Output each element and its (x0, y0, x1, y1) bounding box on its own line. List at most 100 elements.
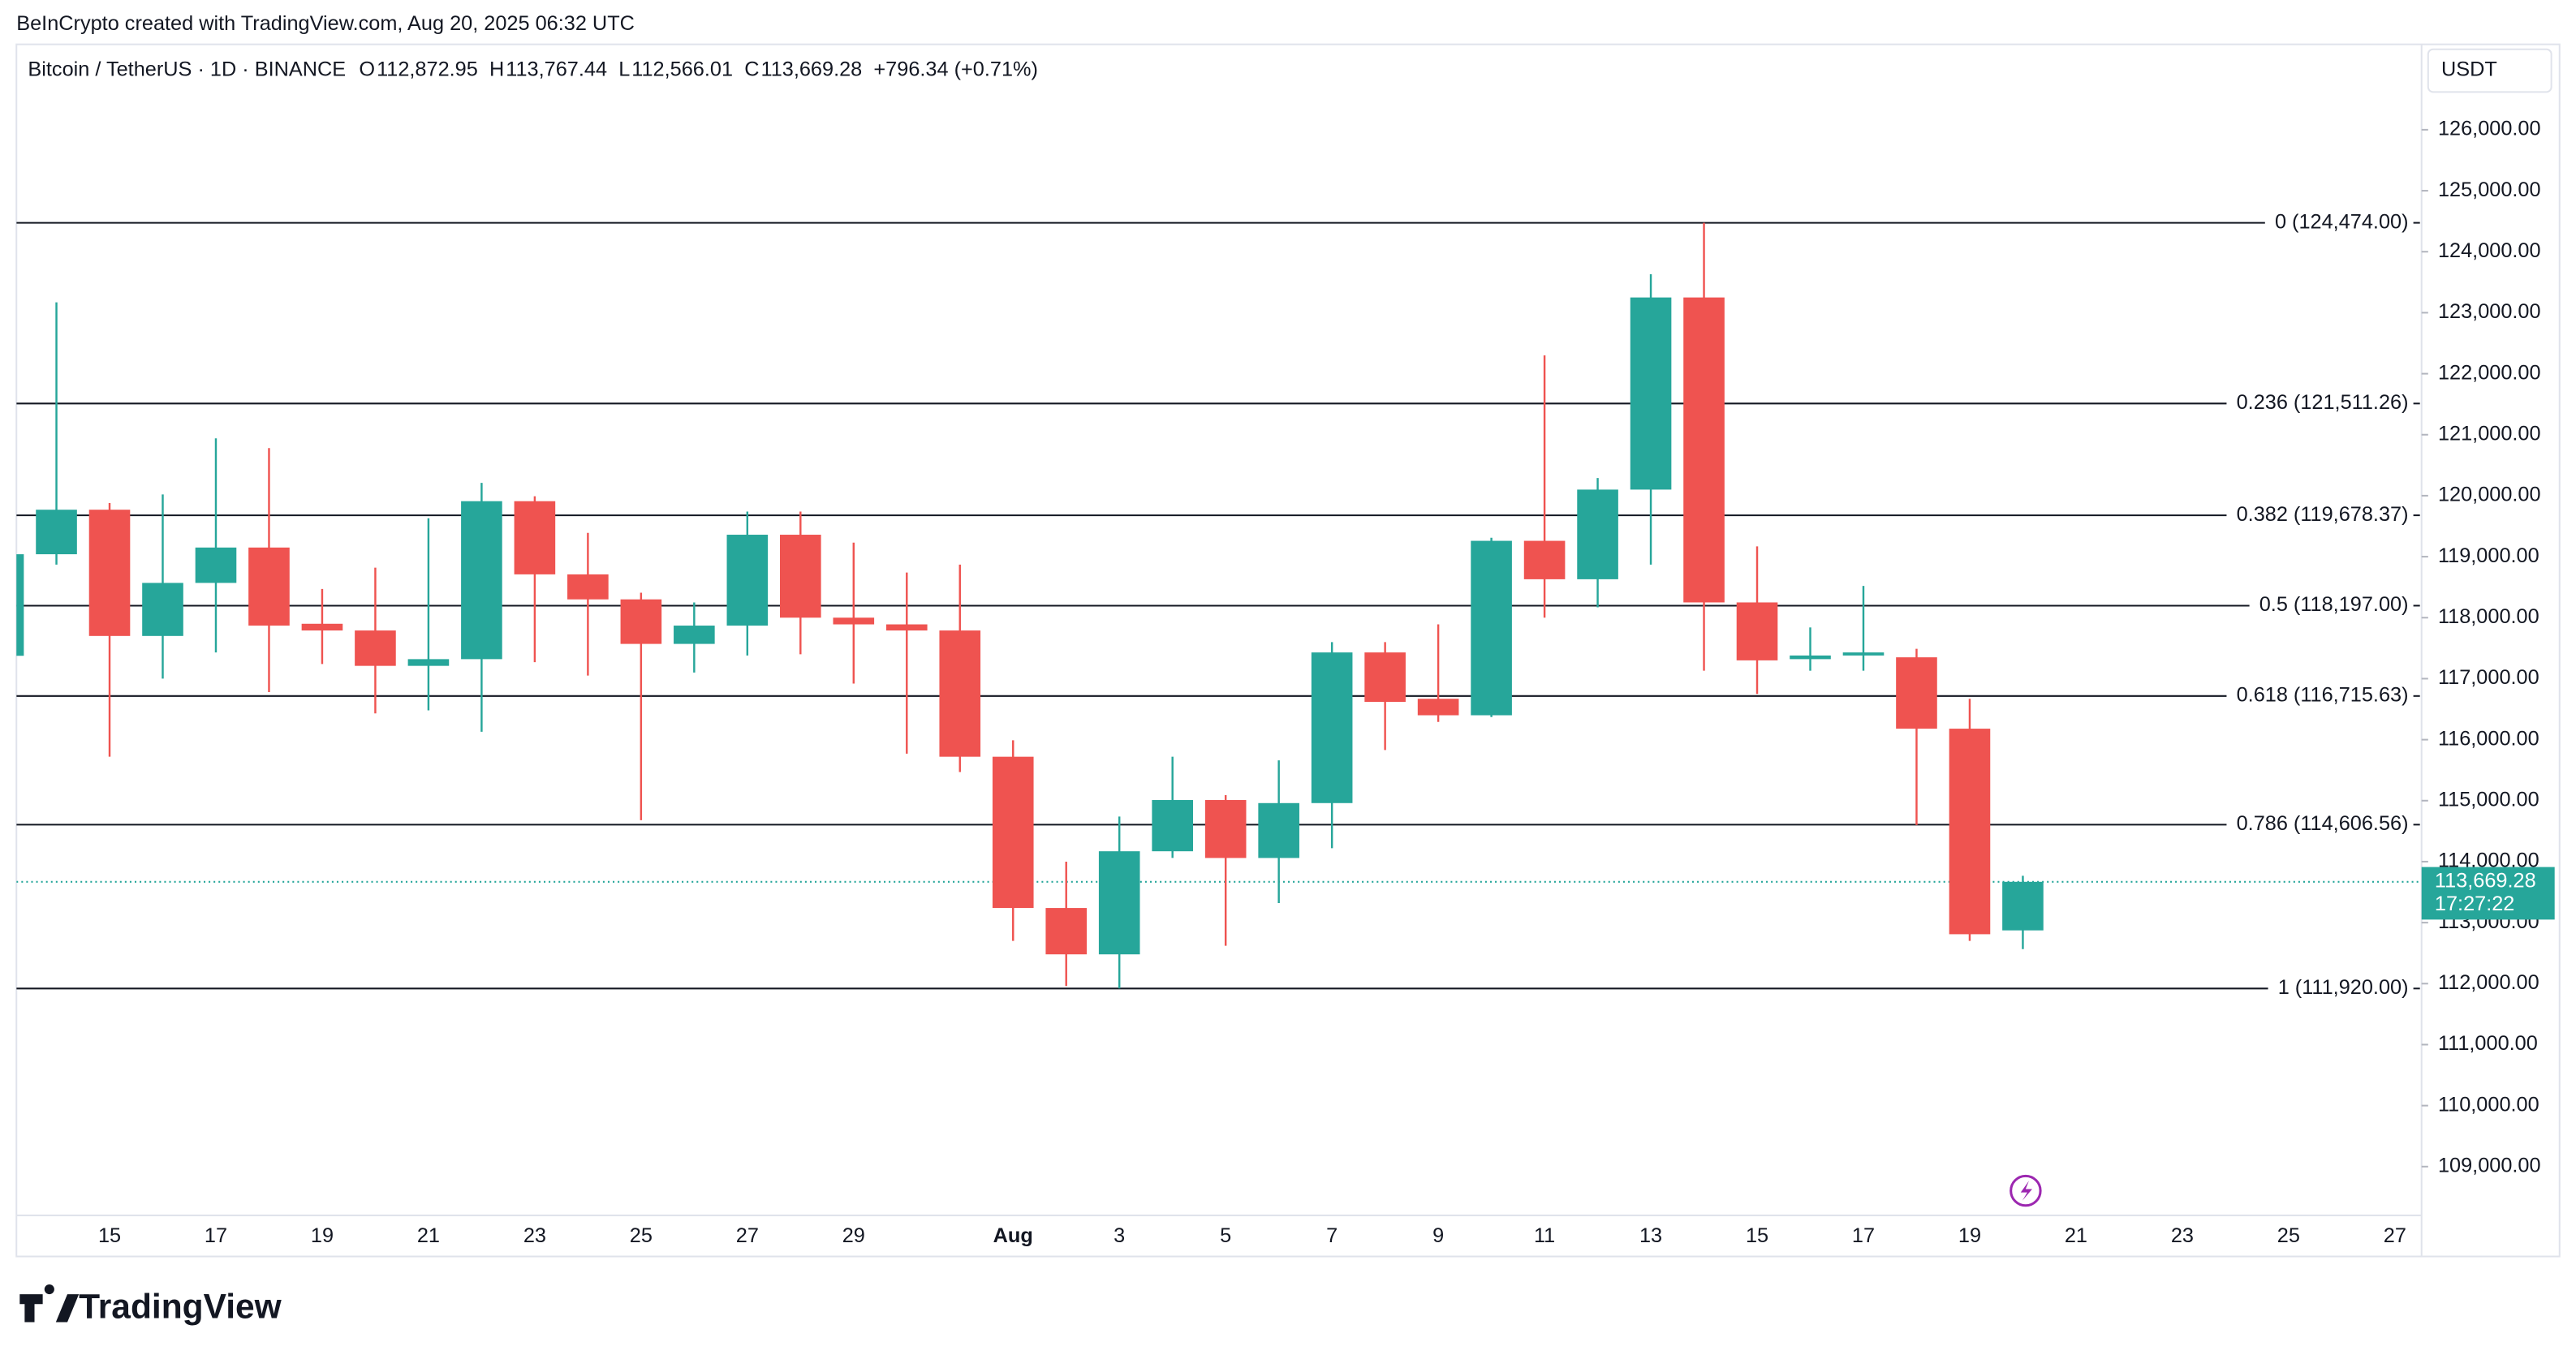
x-tick-label: 11 (1534, 1224, 1555, 1247)
x-tick-label: 23 (523, 1224, 546, 1247)
x-tick-label: 13 (1639, 1224, 1662, 1247)
x-tick-label: 17 (205, 1224, 227, 1247)
y-tick-label: 116,000.00 (2438, 727, 2539, 750)
x-tick-label: 17 (1852, 1224, 1875, 1247)
ohlc-label: H (489, 58, 504, 81)
ohlc-value: 113,767.44 (506, 58, 607, 81)
ohlc-label: L (618, 58, 630, 81)
candle-body (142, 583, 183, 636)
fib-label: 0 (124,474.00) (2275, 210, 2409, 233)
y-tick-label: 118,000.00 (2438, 605, 2539, 628)
y-tick-label: 122,000.00 (2438, 361, 2541, 384)
candle-body (1204, 800, 1247, 858)
candle-body (407, 659, 450, 666)
x-tick-label: 25 (2277, 1224, 2300, 1247)
x-tick-label: 29 (842, 1224, 865, 1247)
candle-body (1523, 540, 1566, 579)
x-tick-label: 15 (1746, 1224, 1768, 1247)
candle-body (1790, 655, 1831, 660)
x-tick-label: 25 (630, 1224, 653, 1247)
y-tick-label: 115,000.00 (2438, 788, 2539, 811)
candle-body (992, 756, 1034, 909)
x-tick-label: 9 (1432, 1224, 1444, 1247)
ohlc-value: 113,669.28 (761, 58, 863, 81)
symbol: Bitcoin / TetherUS · 1D · BINANCE (28, 58, 346, 81)
ohlc-value: +796.34 (+0.71%) (873, 58, 1038, 81)
candle-body (1417, 699, 1459, 716)
logo: TradingView (19, 1284, 282, 1327)
alert-icon (2010, 1174, 2042, 1207)
chart-frame (15, 43, 2561, 1258)
last-price-tag (2421, 867, 2555, 920)
x-tick-label: 21 (417, 1224, 440, 1247)
candle-body (514, 501, 556, 574)
candle-body (1842, 652, 1885, 656)
fib-label: 1 (111,920.00) (2278, 976, 2409, 999)
y-tick-label: 126,000.00 (2438, 118, 2541, 140)
fib-label: 0.618 (116,715.63) (2237, 683, 2409, 706)
y-tick-label: 111,000.00 (2438, 1032, 2538, 1055)
candle-body (1311, 652, 1353, 803)
candle-body (461, 501, 502, 660)
fib-label: 0.5 (118,197.00) (2259, 593, 2409, 616)
candle-body (1364, 652, 1406, 702)
x-tick-label: 27 (736, 1224, 759, 1247)
countdown: 17:27:22 (2435, 893, 2514, 915)
x-tick-label: 3 (1114, 1224, 1125, 1247)
candle-body (939, 630, 981, 757)
x-tick-label: 19 (1958, 1224, 1981, 1247)
y-tick-label: 110,000.00 (2438, 1093, 2539, 1116)
candle-body (301, 623, 343, 631)
logo-text: TradingView (79, 1288, 282, 1327)
x-tick-label: Aug (993, 1224, 1033, 1247)
candle-body (833, 617, 875, 625)
y-tick-label: 124,000.00 (2438, 239, 2541, 262)
fib-label: 0.382 (119,678.37) (2237, 503, 2409, 526)
x-tick-label: 7 (1326, 1224, 1338, 1247)
candle-body (1258, 802, 1299, 858)
candle-body (355, 630, 396, 666)
ohlc-header: O 112,872.95 H 113,767.44 L 112,566.01 C 113,66… (359, 58, 1038, 81)
x-tick-label: 21 (2065, 1224, 2087, 1247)
y-tick-label: 112,000.00 (2438, 971, 2539, 994)
candle-body (2002, 881, 2044, 931)
fib-label: 0.786 (114,606.56) (2237, 812, 2409, 835)
candle-body (1683, 297, 1725, 603)
x-tick-label: 27 (2384, 1224, 2406, 1247)
candle-body (885, 624, 928, 631)
candle-body (1896, 657, 1937, 729)
candle-body (780, 535, 821, 618)
y-tick-label: 123,000.00 (2438, 300, 2541, 323)
credit: BeInCrypto created with TradingView.com,… (16, 12, 635, 35)
candle-body (36, 510, 77, 555)
currency: USDT (2441, 58, 2497, 81)
candle-body (195, 547, 237, 583)
y-tick-label: 117,000.00 (2438, 666, 2539, 689)
ohlc-label: C (744, 58, 759, 81)
y-tick-label: 120,000.00 (2438, 484, 2541, 506)
candle-body (1736, 602, 1778, 660)
candle-body (88, 510, 131, 636)
candle-body (1471, 540, 1512, 716)
candle-body (567, 574, 609, 600)
ohlc-label: O (359, 58, 375, 81)
candle-body (1630, 297, 1672, 490)
candle-body (16, 554, 24, 656)
x-tick-label: 19 (311, 1224, 334, 1247)
plot-area (16, 222, 2422, 990)
y-tick-label: 125,000.00 (2438, 179, 2541, 201)
candle-body (726, 535, 769, 626)
candle-body (248, 547, 290, 626)
candle-body (620, 599, 662, 644)
x-tick-label: 23 (2171, 1224, 2194, 1247)
candle-body (1045, 908, 1088, 955)
x-tick-label: 15 (98, 1224, 121, 1247)
candle-body (1152, 800, 1193, 852)
fib-label: 0.236 (121,511.26) (2237, 391, 2409, 414)
ohlc-value: 112,872.95 (377, 58, 478, 81)
ohlc-value: 112,566.01 (631, 58, 733, 81)
y-tick-label: 121,000.00 (2438, 422, 2541, 445)
y-tick-label: 109,000.00 (2438, 1154, 2541, 1176)
